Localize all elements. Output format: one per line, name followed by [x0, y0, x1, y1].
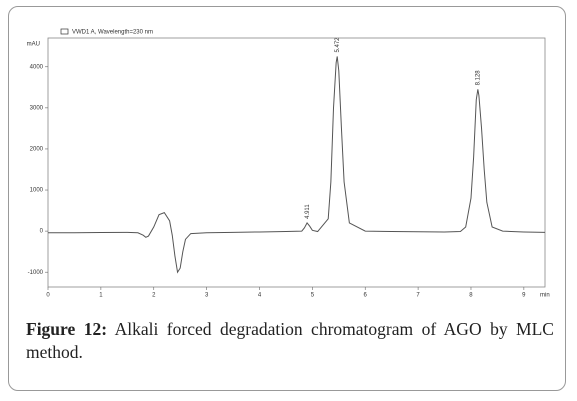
x-tick-label: 2: [152, 293, 156, 299]
legend-swatch: [60, 28, 69, 35]
chromatogram-line: [48, 56, 546, 274]
y-axis-label: mAU: [27, 42, 40, 48]
chart: VWD1 A, Wavelength=230 nm mAU min -1000 0…: [27, 28, 550, 299]
plot-frame: [47, 37, 546, 288]
peak-label: 4.911: [305, 204, 311, 219]
caption: Figure 12: Alkali forced degradation chr…: [26, 318, 554, 364]
legend-label: VWD1 A, Wavelength=230 nm: [72, 30, 153, 36]
y-tick-label: 0: [40, 229, 44, 235]
x-tick-label: 6: [364, 293, 368, 299]
y-tick-label: 4000: [30, 64, 44, 70]
y-tick-label: 1000: [30, 188, 44, 194]
x-tick-label: 8: [469, 293, 473, 299]
x-tick-label: 9: [522, 293, 526, 299]
peak-label: 5.472: [335, 37, 341, 53]
x-tick-label: 3: [205, 293, 209, 299]
peak-label: 8.128: [475, 70, 481, 86]
caption-label: Figure 12:: [26, 319, 108, 339]
y-tick-label: 2000: [30, 147, 44, 153]
figure-frame: [8, 6, 566, 391]
y-tick-label: 3000: [30, 105, 44, 111]
x-tick-label: 4: [258, 293, 262, 299]
caption-text: Alkali forced degradation chromatogram o…: [26, 319, 554, 362]
x-axis-label: min: [540, 293, 550, 299]
x-tick-label: 5: [311, 293, 315, 299]
x-tick-label: 0: [46, 293, 50, 299]
x-tick-label: 7: [416, 293, 420, 299]
y-tick-label: -1000: [28, 270, 44, 276]
x-tick-label: 1: [99, 293, 103, 299]
